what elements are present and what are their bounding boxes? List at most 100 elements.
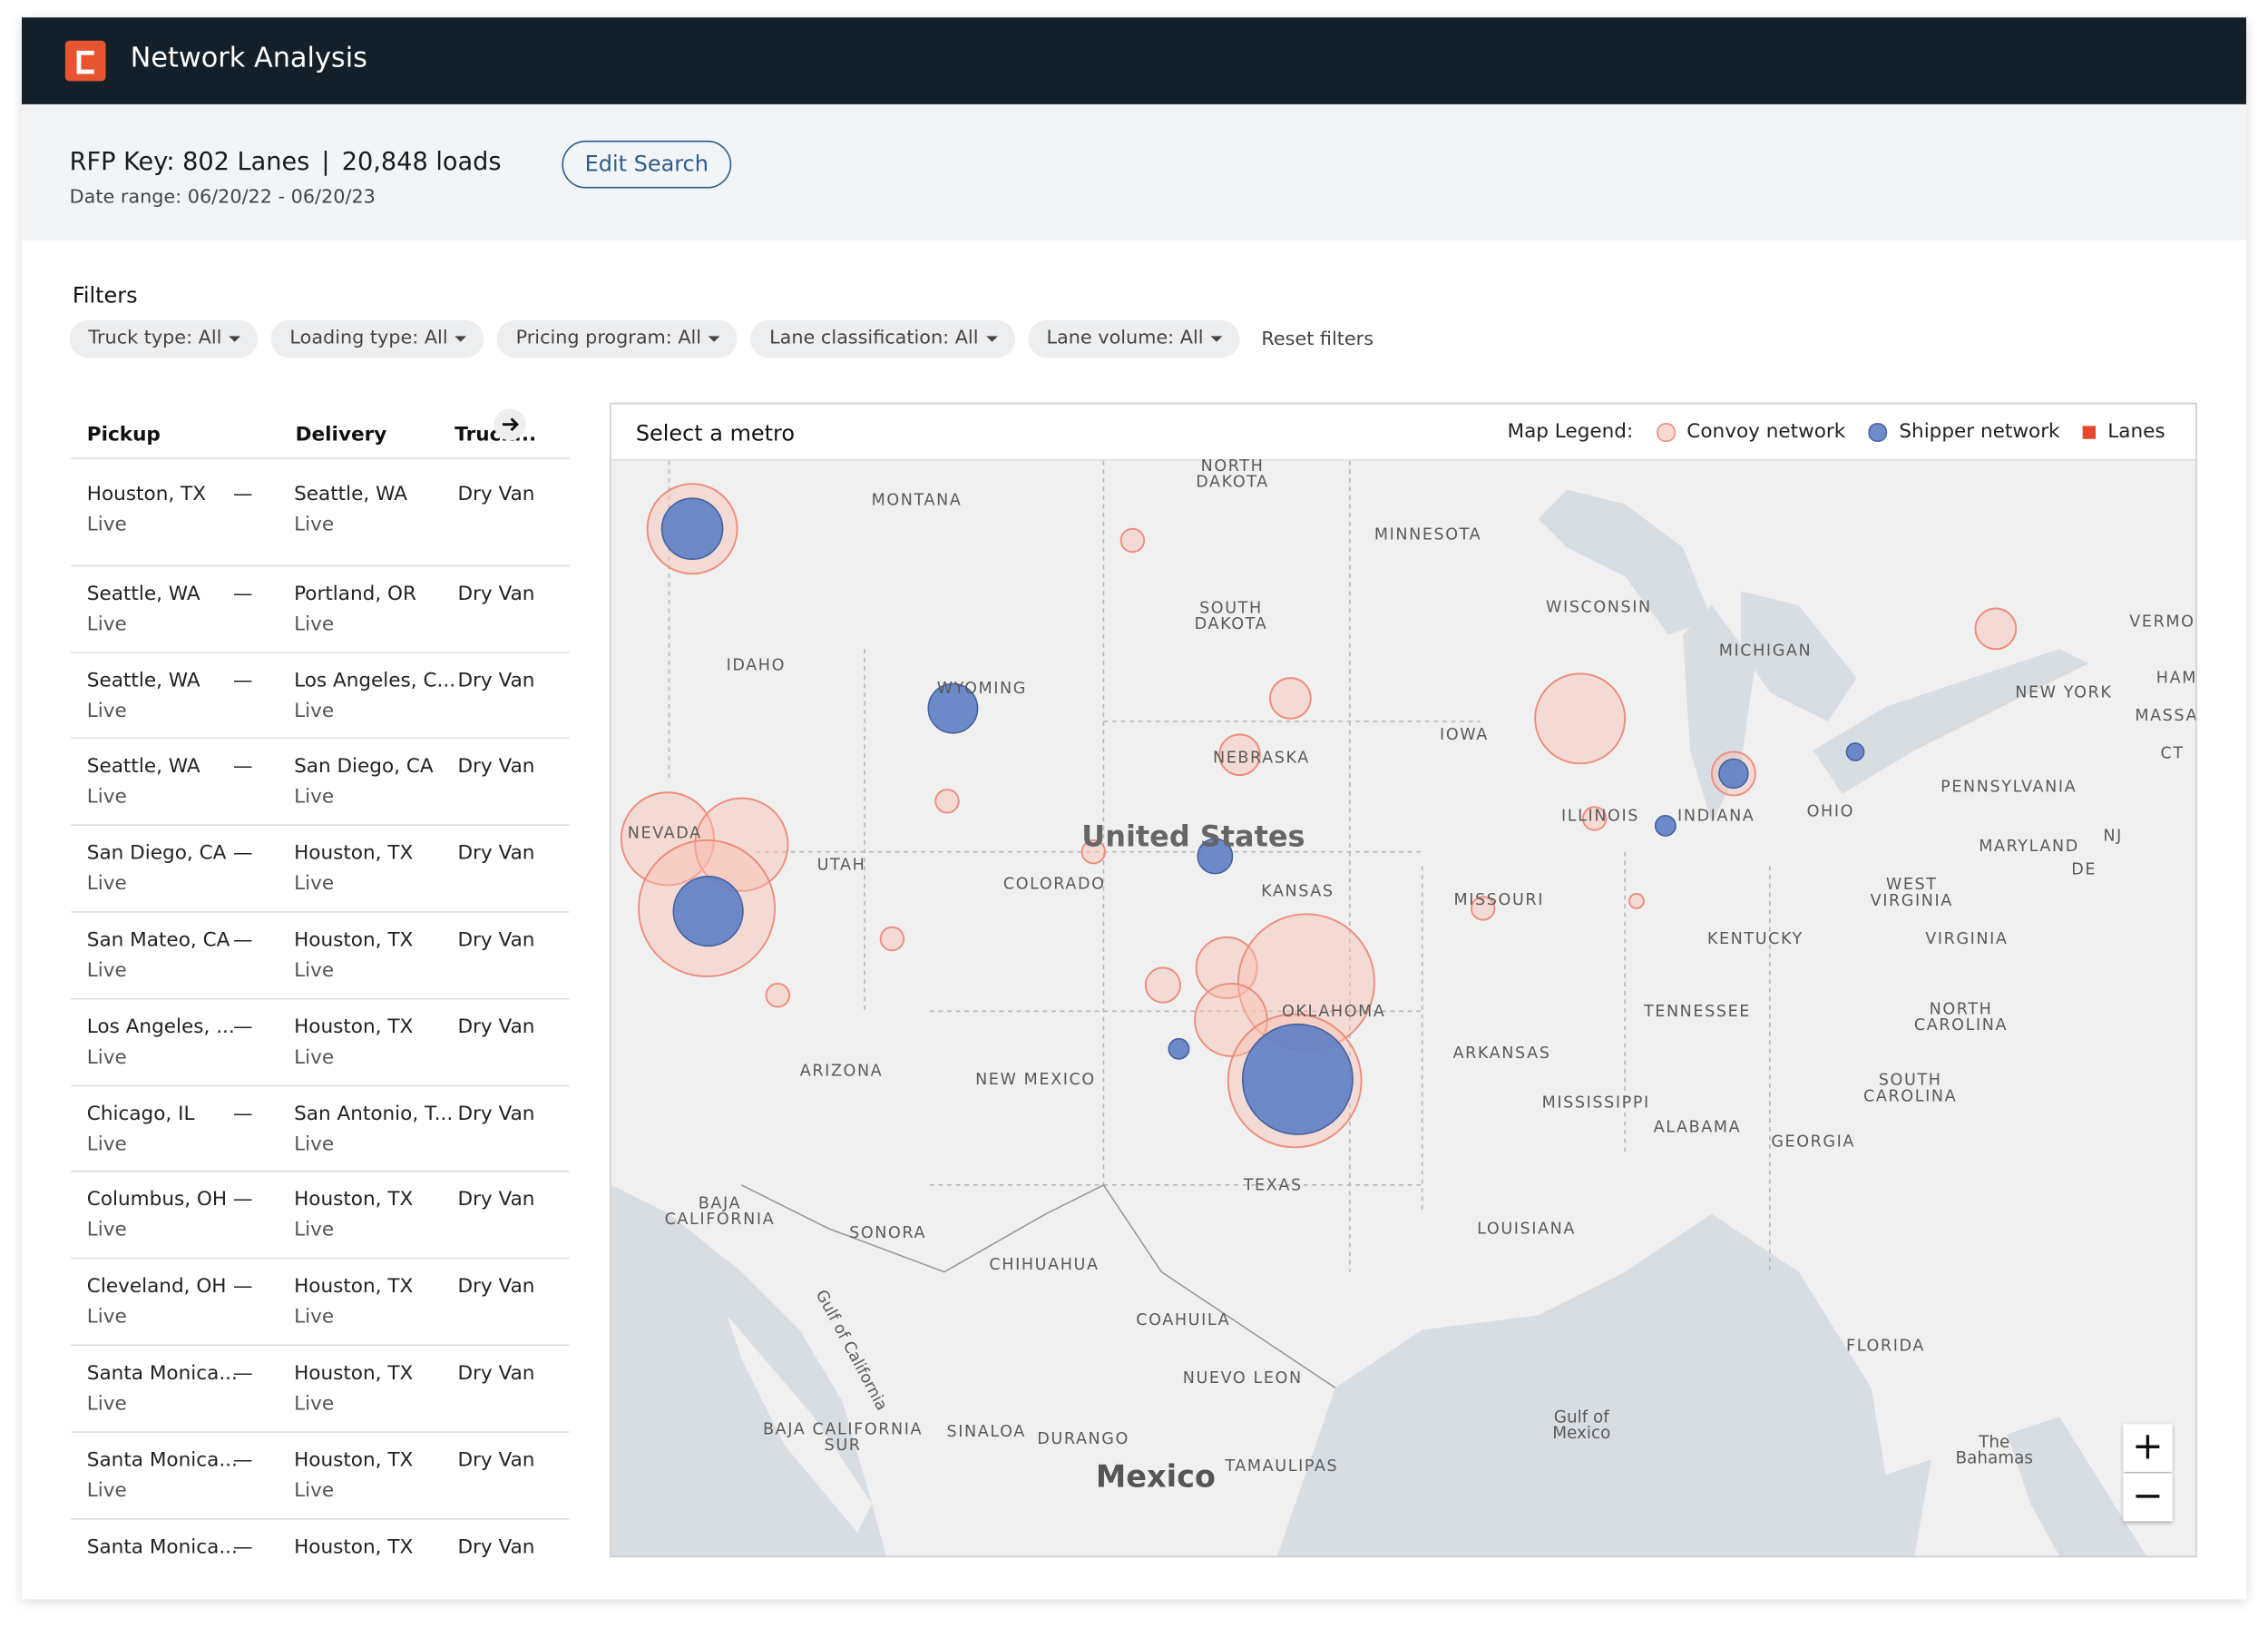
filter-dropdown[interactable]: Truck type: All [69, 319, 259, 358]
shipper-metro[interactable] [1654, 814, 1677, 837]
dash: — [233, 1275, 253, 1299]
truck-type: Dry Van [457, 1448, 535, 1472]
dash: — [233, 1361, 253, 1386]
map-label: SONORA [849, 1223, 927, 1242]
filter-dropdown[interactable]: Lane classification: All [750, 319, 1015, 358]
table-row[interactable]: Santa Monica... Live — Houston, TX Live Dry V… [71, 1344, 570, 1432]
table-row[interactable]: Santa Monica... — Houston, TX Dry Van [71, 1517, 570, 1599]
convoy-metro[interactable] [1195, 936, 1258, 999]
truck-type: Dry Van [457, 1535, 535, 1559]
map[interactable] [611, 460, 2196, 1556]
edit-search-button[interactable]: Edit Search [562, 140, 732, 189]
shipper-metro[interactable] [1197, 838, 1234, 875]
expand-table-button[interactable] [494, 408, 526, 441]
map-label: Mexico [1095, 1459, 1216, 1495]
map-label: GEORGIA [1771, 1132, 1856, 1152]
convoy-metro[interactable] [694, 797, 789, 892]
convoy-metro[interactable] [1269, 677, 1312, 720]
map-label: TENNESSEE [1643, 1001, 1751, 1021]
pickup-type: Live [86, 958, 127, 983]
table-row[interactable]: Columbus, OH Live — Houston, TX Live Dry Van [71, 1171, 570, 1260]
map-label: DURANGO [1037, 1428, 1129, 1448]
dash: — [233, 582, 253, 605]
table-row[interactable]: Los Angeles, ... Live — Houston, TX Live Dry … [71, 997, 570, 1086]
shipper-metro[interactable] [660, 497, 724, 561]
map-label: WEST VIRGINIA [1870, 875, 1953, 910]
separator: | [321, 147, 330, 177]
convoy-metro[interactable] [1534, 672, 1627, 765]
dash: — [233, 841, 253, 866]
legend-entry: Shipper network [1899, 419, 2060, 444]
zoom-out-button[interactable]: − [2123, 1473, 2173, 1522]
app-title: Network Analysis [130, 42, 367, 74]
table-row[interactable]: Chicago, IL Live — San Antonio, T... Live Dry… [71, 1084, 570, 1172]
map-label: MARYLAND [1979, 836, 2079, 856]
table-row[interactable]: Cleveland, OH Live — Houston, TX Live Dry Van [71, 1257, 570, 1346]
pickup-type: Live [86, 872, 127, 896]
table-row[interactable]: Santa Monica... Live — Houston, TX Live Dry V… [71, 1430, 570, 1519]
shipper-metro[interactable] [927, 682, 979, 734]
delivery-type: Live [294, 1478, 335, 1503]
pickup-city: Houston, TX [86, 482, 206, 506]
map-legend: Map Legend: Convoy network Shipper netwo… [1507, 420, 2165, 444]
filters-title: Filters [72, 282, 138, 309]
arrow-icon [502, 417, 519, 432]
table-row[interactable]: San Diego, CA Live — Houston, TX Live Dry Van [71, 824, 570, 913]
map-label: DE [2071, 859, 2097, 879]
shipper-metro[interactable] [672, 876, 744, 947]
table-row[interactable]: Seattle, WA Live — Portland, OR Live Dry Van [71, 564, 570, 652]
convoy-metro[interactable] [1628, 893, 1645, 909]
truck-type: Dry Van [457, 668, 535, 692]
map-label: FLORIDA [1846, 1336, 1925, 1356]
shipper-metro[interactable] [1168, 1037, 1190, 1060]
filter-dropdown[interactable]: Lane volume: All [1027, 319, 1240, 358]
convoy-metro[interactable] [1581, 806, 1608, 831]
delivery-city: Houston, TX [294, 1015, 414, 1039]
reset-filters-link[interactable]: Reset filters [1261, 328, 1374, 350]
legend-title: Map Legend: [1507, 419, 1634, 444]
truck-type: Dry Van [457, 755, 535, 779]
map-label: MICHIGAN [1718, 641, 1813, 661]
summary-panel: RFP Key: 802 Lanes | 20,848 loads Date r… [21, 103, 2247, 241]
dash: — [233, 755, 253, 779]
table-row[interactable]: Seattle, WA Live — San Diego, CA Live Dry Van [71, 738, 570, 826]
delivery-city: San Antonio, T... [294, 1102, 454, 1125]
filter-dropdown[interactable]: Loading type: All [270, 319, 484, 358]
table-row[interactable]: San Mateo, CA Live — Houston, TX Live Dry Van [71, 911, 570, 999]
map-label: PENNSYLVANIA [1941, 777, 2077, 797]
map-label: IOWA [1440, 724, 1489, 744]
pickup-type: Live [86, 612, 127, 636]
convoy-metro[interactable] [1080, 839, 1107, 865]
convoy-metro[interactable] [1470, 896, 1496, 921]
convoy-metro[interactable] [1119, 527, 1146, 554]
logo[interactable] [64, 40, 106, 82]
map-label: ARIZONA [799, 1061, 884, 1081]
pickup-city: San Diego, CA [86, 841, 227, 866]
convoy-metro[interactable] [1144, 966, 1182, 1004]
delivery-city: San Diego, CA [294, 755, 434, 779]
convoy-metro[interactable] [1218, 733, 1261, 777]
legend-swatch [1656, 422, 1676, 442]
convoy-metro[interactable] [1974, 607, 2018, 651]
convoy-metro[interactable] [765, 982, 790, 1008]
shipper-metro[interactable] [1845, 742, 1865, 761]
truck-type: Dry Van [457, 928, 535, 952]
shipper-metro[interactable] [1718, 758, 1749, 789]
delivery-city: Houston, TX [294, 1275, 414, 1299]
map-label: NEW MEXICO [975, 1069, 1096, 1089]
convoy-metro[interactable] [934, 789, 960, 814]
convoy-metro[interactable] [879, 926, 905, 952]
table-row[interactable]: Houston, TX Live — Seattle, WA Live Dry Van [71, 457, 570, 557]
delivery-type: Live [294, 1132, 335, 1156]
map-panel: Select a metro Map Legend: Convoy networ… [610, 402, 2197, 1558]
zoom-in-button[interactable]: + [2123, 1424, 2173, 1472]
table-row[interactable]: Seattle, WA Live — Los Angeles, C... Live Dry… [71, 651, 570, 740]
map-label: HAM [2156, 668, 2197, 688]
delivery-city: Seattle, WA [294, 482, 407, 506]
shipper-metro[interactable] [1241, 1023, 1354, 1135]
delivery-city: Houston, TX [294, 928, 414, 952]
filter-dropdown[interactable]: Pricing program: All [496, 319, 738, 358]
convoy-metro[interactable] [620, 791, 715, 887]
